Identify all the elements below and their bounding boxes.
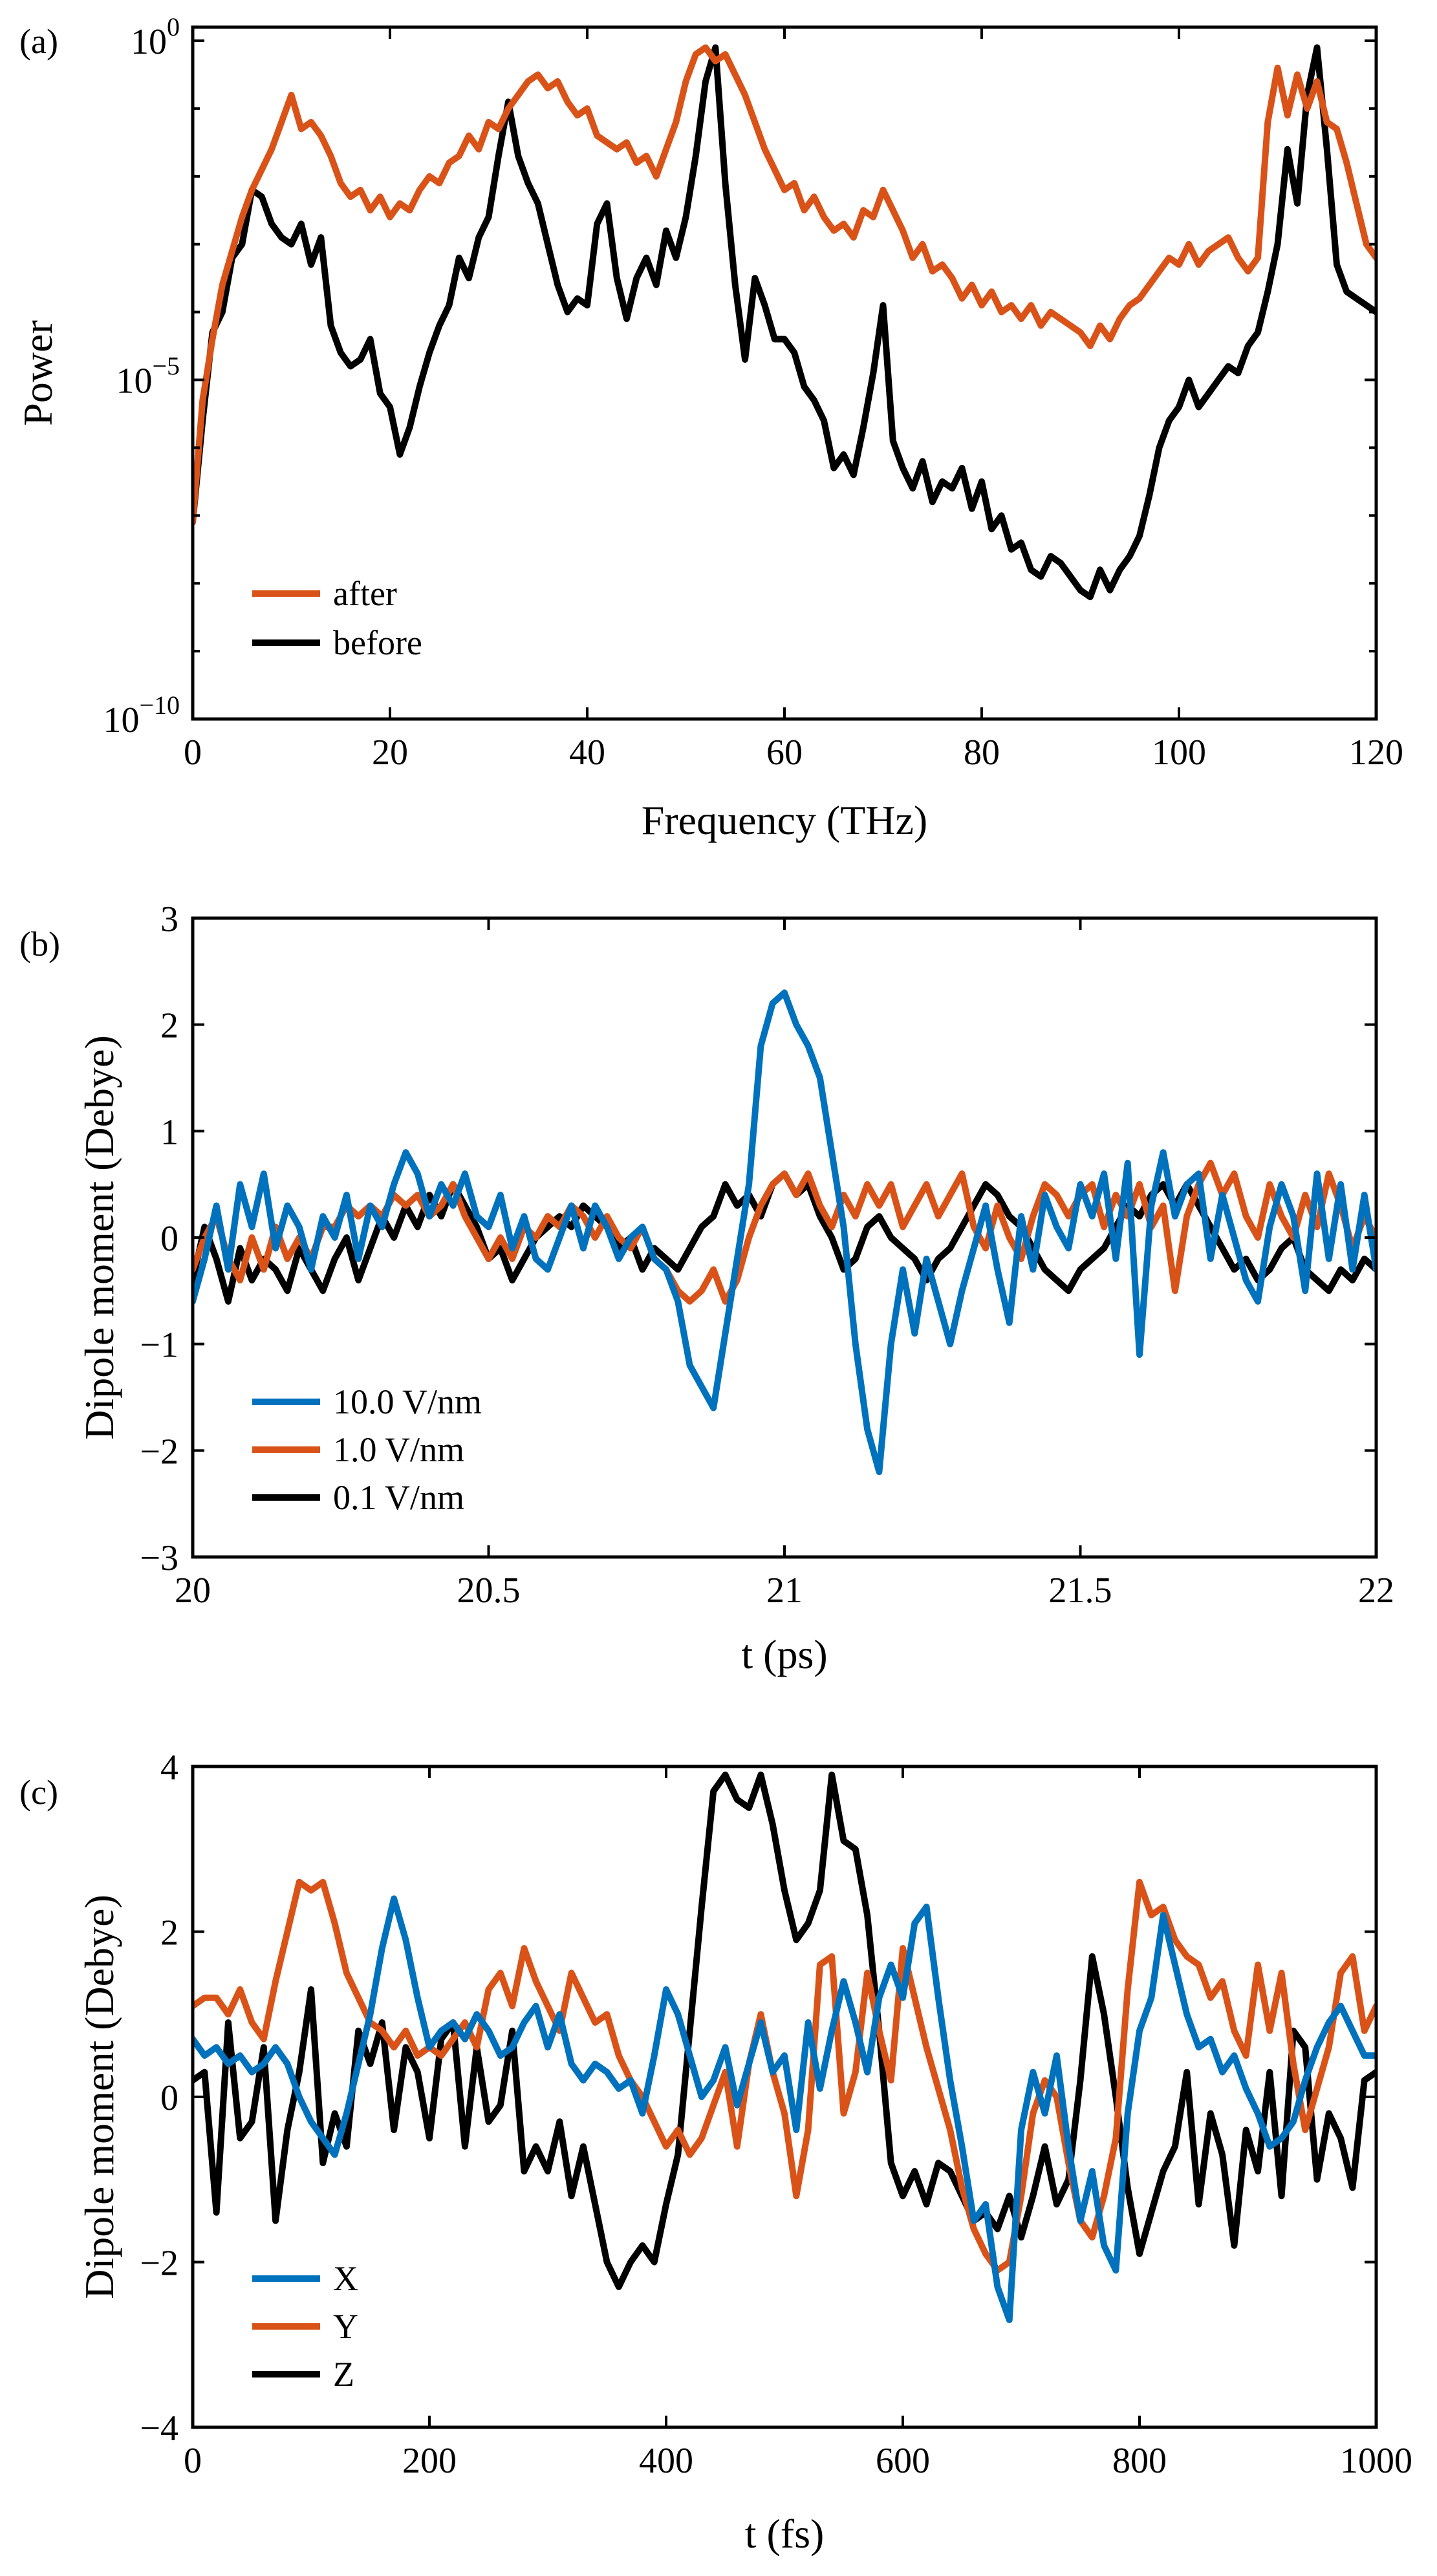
x-tick-label-b: 20.5: [457, 1571, 521, 1611]
x-tick-label-a: 120: [1349, 733, 1403, 773]
y-axis-title-a: Power: [15, 320, 61, 426]
series-group-b: [193, 989, 1376, 1476]
legend-b: 10.0 V/nm 1.0 V/nm 0.1 V/nm: [252, 1382, 482, 1517]
legend-label: 1.0 V/nm: [333, 1430, 464, 1469]
panel-b: (b) 20 20.5 21 21.5 22 −3 −2 −1 0 1 2 3 t (ps) Dipole …: [19, 899, 1394, 1677]
y-tick-label-b: 3: [160, 899, 178, 939]
x-axis-title-c: t (fs): [745, 2511, 825, 2557]
x-tick-label-c: 0: [184, 2441, 202, 2481]
x-tick-label-a: 20: [372, 733, 408, 773]
x-tick-label-c: 600: [876, 2441, 930, 2481]
x-axis-title-a: Frequency (THz): [642, 797, 927, 843]
x-tick-label-a: 80: [964, 733, 1000, 773]
panel-label-b: (b): [19, 925, 60, 963]
y-axis-title-c: Dipole moment (Debye): [76, 1894, 122, 2299]
y-tick-label-c: −4: [140, 2409, 178, 2449]
plot-frame-c: [191, 1765, 1378, 2429]
x-axis-title-b: t (ps): [741, 1631, 827, 1677]
x-tick-label-c: 800: [1112, 2441, 1167, 2481]
x-tick-label-a: 100: [1152, 733, 1206, 773]
x-tick-label-b: 22: [1358, 1571, 1394, 1611]
series-line-a-before: [193, 44, 1376, 601]
y-tick-label-a: 100: [131, 12, 180, 62]
y-tick-label-b: 0: [160, 1219, 178, 1259]
series-line-c-x: [193, 1895, 1376, 2323]
y-tick-label-b: 2: [160, 1006, 178, 1046]
y-axis-title-b: Dipole moment (Debye): [76, 1035, 122, 1440]
x-tick-label-b: 21.5: [1049, 1571, 1112, 1611]
legend-label: X: [333, 2259, 358, 2298]
x-tick-label-a: 0: [184, 733, 202, 773]
x-tick-label-c: 1000: [1340, 2441, 1412, 2481]
y-tick-label-b: −2: [140, 1432, 178, 1472]
y-tick-label-b: 1: [160, 1112, 178, 1152]
legend-label: Z: [333, 2355, 354, 2394]
legend-c: XYZ: [252, 2259, 358, 2394]
panel-label-a: (a): [19, 22, 58, 61]
panel-c: (c) 0 200 400 600 800 1000 −4 −2 0 2 4 t (fs) Dipole …: [19, 1748, 1412, 2557]
y-tick-label-b: −3: [140, 1538, 178, 1578]
y-tick-label-c: 2: [160, 1913, 178, 1953]
series-line-a-after: [193, 44, 1376, 526]
legend-label: 10.0 V/nm: [333, 1382, 482, 1421]
legend-label: 0.1 V/nm: [333, 1478, 464, 1517]
y-tick-exponent: −10: [139, 691, 180, 720]
y-tick-exponent: 0: [167, 12, 180, 41]
x-tick-label-b: 21: [766, 1571, 803, 1611]
panel-a: (a)0 20 40 60 80 100 12010010−510−10Frequency …: [15, 12, 1403, 843]
x-tick-label-c: 200: [402, 2441, 457, 2481]
legend-label: before: [333, 623, 422, 662]
series-line-c-z: [193, 1771, 1376, 2290]
y-tick-label-c: 4: [160, 1748, 178, 1788]
series-group-a: [193, 44, 1376, 601]
y-tick-base: 10: [103, 700, 139, 740]
y-tick-base: 10: [131, 22, 167, 62]
y-tick-base: 10: [116, 361, 152, 401]
series-line-c-y: [193, 1878, 1376, 2274]
x-tick-label-c: 400: [639, 2441, 693, 2481]
legend-label: Y: [333, 2307, 358, 2346]
series-line-b-10-0-v-nm: [193, 989, 1376, 1476]
y-tick-label-a: 10−5: [116, 351, 180, 401]
series-group-c: [193, 1771, 1376, 2323]
x-tick-label-a: 40: [569, 733, 605, 773]
x-tick-label-b: 20: [175, 1571, 211, 1611]
legend-a: after before: [252, 574, 422, 662]
panel-label-c: (c): [19, 1773, 58, 1812]
y-tick-label-c: −2: [140, 2244, 178, 2284]
legend-label: after: [333, 574, 397, 613]
y-tick-label-a: 10−10: [103, 691, 180, 740]
y-tick-label-c: 0: [160, 2078, 178, 2118]
plot-frame-a: [191, 25, 1378, 721]
x-tick-label-a: 60: [766, 733, 803, 773]
y-tick-exponent: −5: [152, 351, 180, 380]
y-tick-label-b: −1: [140, 1326, 178, 1366]
